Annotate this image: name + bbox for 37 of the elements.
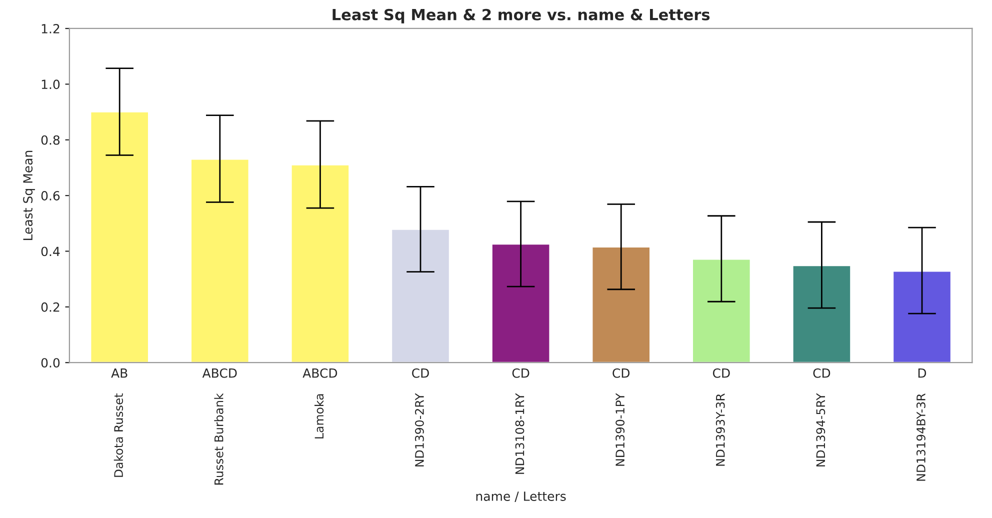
y-tick-label: 0.2 [41,302,60,312]
bar [792,264,852,363]
bar [290,164,350,363]
y-tick-label: 1.2 [42,24,60,34]
annotation: CD [412,368,429,378]
x-tick-label: ND1393Y-3R [716,393,725,466]
y-tick-label: 0.6 [41,191,60,200]
x-tick-label: Dakota Russet [114,393,124,477]
x-tick-label: Russet Burbank [214,393,224,485]
x-tick-label: ND1394-5RY [816,393,826,466]
annotation: CD [712,368,730,378]
bar [692,258,752,363]
y-tick-label: 0.0 [41,358,60,368]
annotation: CD [512,368,530,378]
bar [491,243,551,363]
y-tick-label: 1.0 [42,80,60,90]
bar [591,246,651,363]
y-tick-label: 0.4 [41,246,60,256]
annotation: CD [612,368,630,378]
y-tick-label: 0.8 [41,135,60,145]
bar [90,111,150,363]
x-tick-label: ND1390-2RY [414,393,424,466]
x-tick-label: ND13108-1RY [515,393,524,474]
y-axis-title: Least Sq Mean [23,150,35,240]
x-tick-label: ND1390-1PY [616,393,625,466]
bar [390,228,450,363]
chart-title: Least Sq Mean & 2 more vs. name & Letters [332,8,710,24]
x-tick-label: ND13194BY-3R [916,393,926,481]
x-tick-label: Lamoka [314,394,324,438]
bar [190,158,250,363]
annotation: ABCD [202,368,237,378]
bar [892,270,952,363]
annotation: ABCD [302,368,338,378]
x-axis-title: name / Letters [476,492,566,502]
annotation: D [918,368,926,378]
annotation: CD [813,368,830,378]
annotation: AB [111,368,128,378]
